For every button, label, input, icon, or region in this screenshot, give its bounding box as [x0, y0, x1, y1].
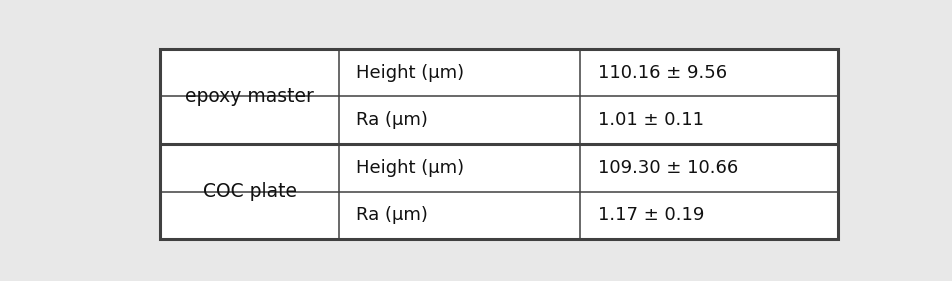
Text: Height (μm): Height (μm): [356, 64, 465, 82]
Text: 109.30 ± 10.66: 109.30 ± 10.66: [599, 159, 739, 177]
Text: epoxy master: epoxy master: [185, 87, 314, 106]
Text: Ra (μm): Ra (μm): [356, 111, 428, 129]
Text: 1.01 ± 0.11: 1.01 ± 0.11: [599, 111, 704, 129]
Bar: [160, 49, 839, 239]
Text: 1.17 ± 0.19: 1.17 ± 0.19: [599, 207, 704, 225]
Bar: [160, 49, 839, 239]
Text: Ra (μm): Ra (μm): [356, 207, 428, 225]
Text: 110.16 ± 9.56: 110.16 ± 9.56: [599, 64, 727, 82]
Text: COC plate: COC plate: [203, 182, 296, 201]
Text: Height (μm): Height (μm): [356, 159, 465, 177]
